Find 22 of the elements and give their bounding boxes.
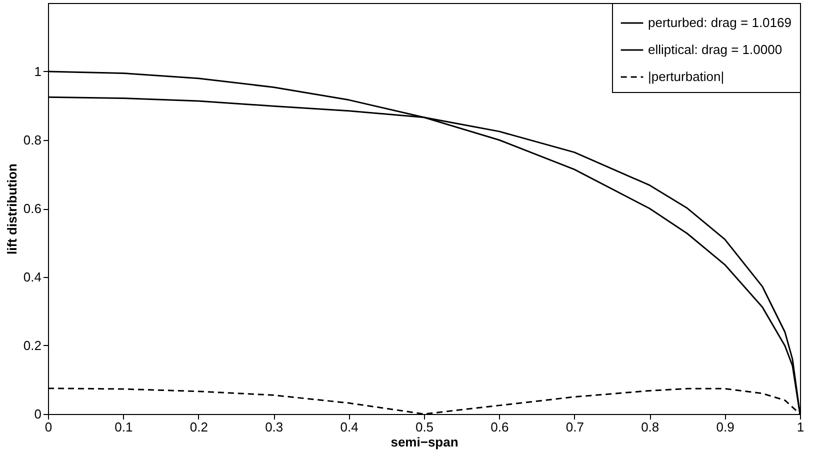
x-tick-label: 0.4 <box>340 420 358 434</box>
y-tick-label: 0.2 <box>23 338 42 353</box>
y-tick-label: 1 <box>34 64 42 79</box>
legend-label: perturbed: drag = 1.0169 <box>648 15 792 30</box>
x-tick-label: 0.1 <box>114 420 133 434</box>
x-tick-label: 0.2 <box>190 420 208 434</box>
x-tick-label: 0.8 <box>641 420 660 434</box>
x-tick-label: 0.5 <box>415 420 434 434</box>
legend-label: |perturbation| <box>648 69 724 84</box>
x-tick-label: 0.9 <box>716 420 734 434</box>
legend-label: elliptical: drag = 1.0000 <box>648 42 782 57</box>
x-tick-label: 1 <box>796 420 804 434</box>
x-tick-label: 0 <box>44 420 52 434</box>
x-tick-label: 0.7 <box>566 420 584 434</box>
y-tick-label: 0.4 <box>23 270 42 284</box>
y-tick-label: 0.8 <box>23 132 42 148</box>
x-tick-label: 0.6 <box>490 420 509 434</box>
y-tick-label: 0.6 <box>23 201 42 216</box>
x-tick-label: 0.3 <box>265 420 284 434</box>
x-axis-title: semi−span <box>390 434 458 450</box>
y-axis-title: lift distribution <box>4 163 20 254</box>
y-tick-label: 0 <box>34 406 42 422</box>
